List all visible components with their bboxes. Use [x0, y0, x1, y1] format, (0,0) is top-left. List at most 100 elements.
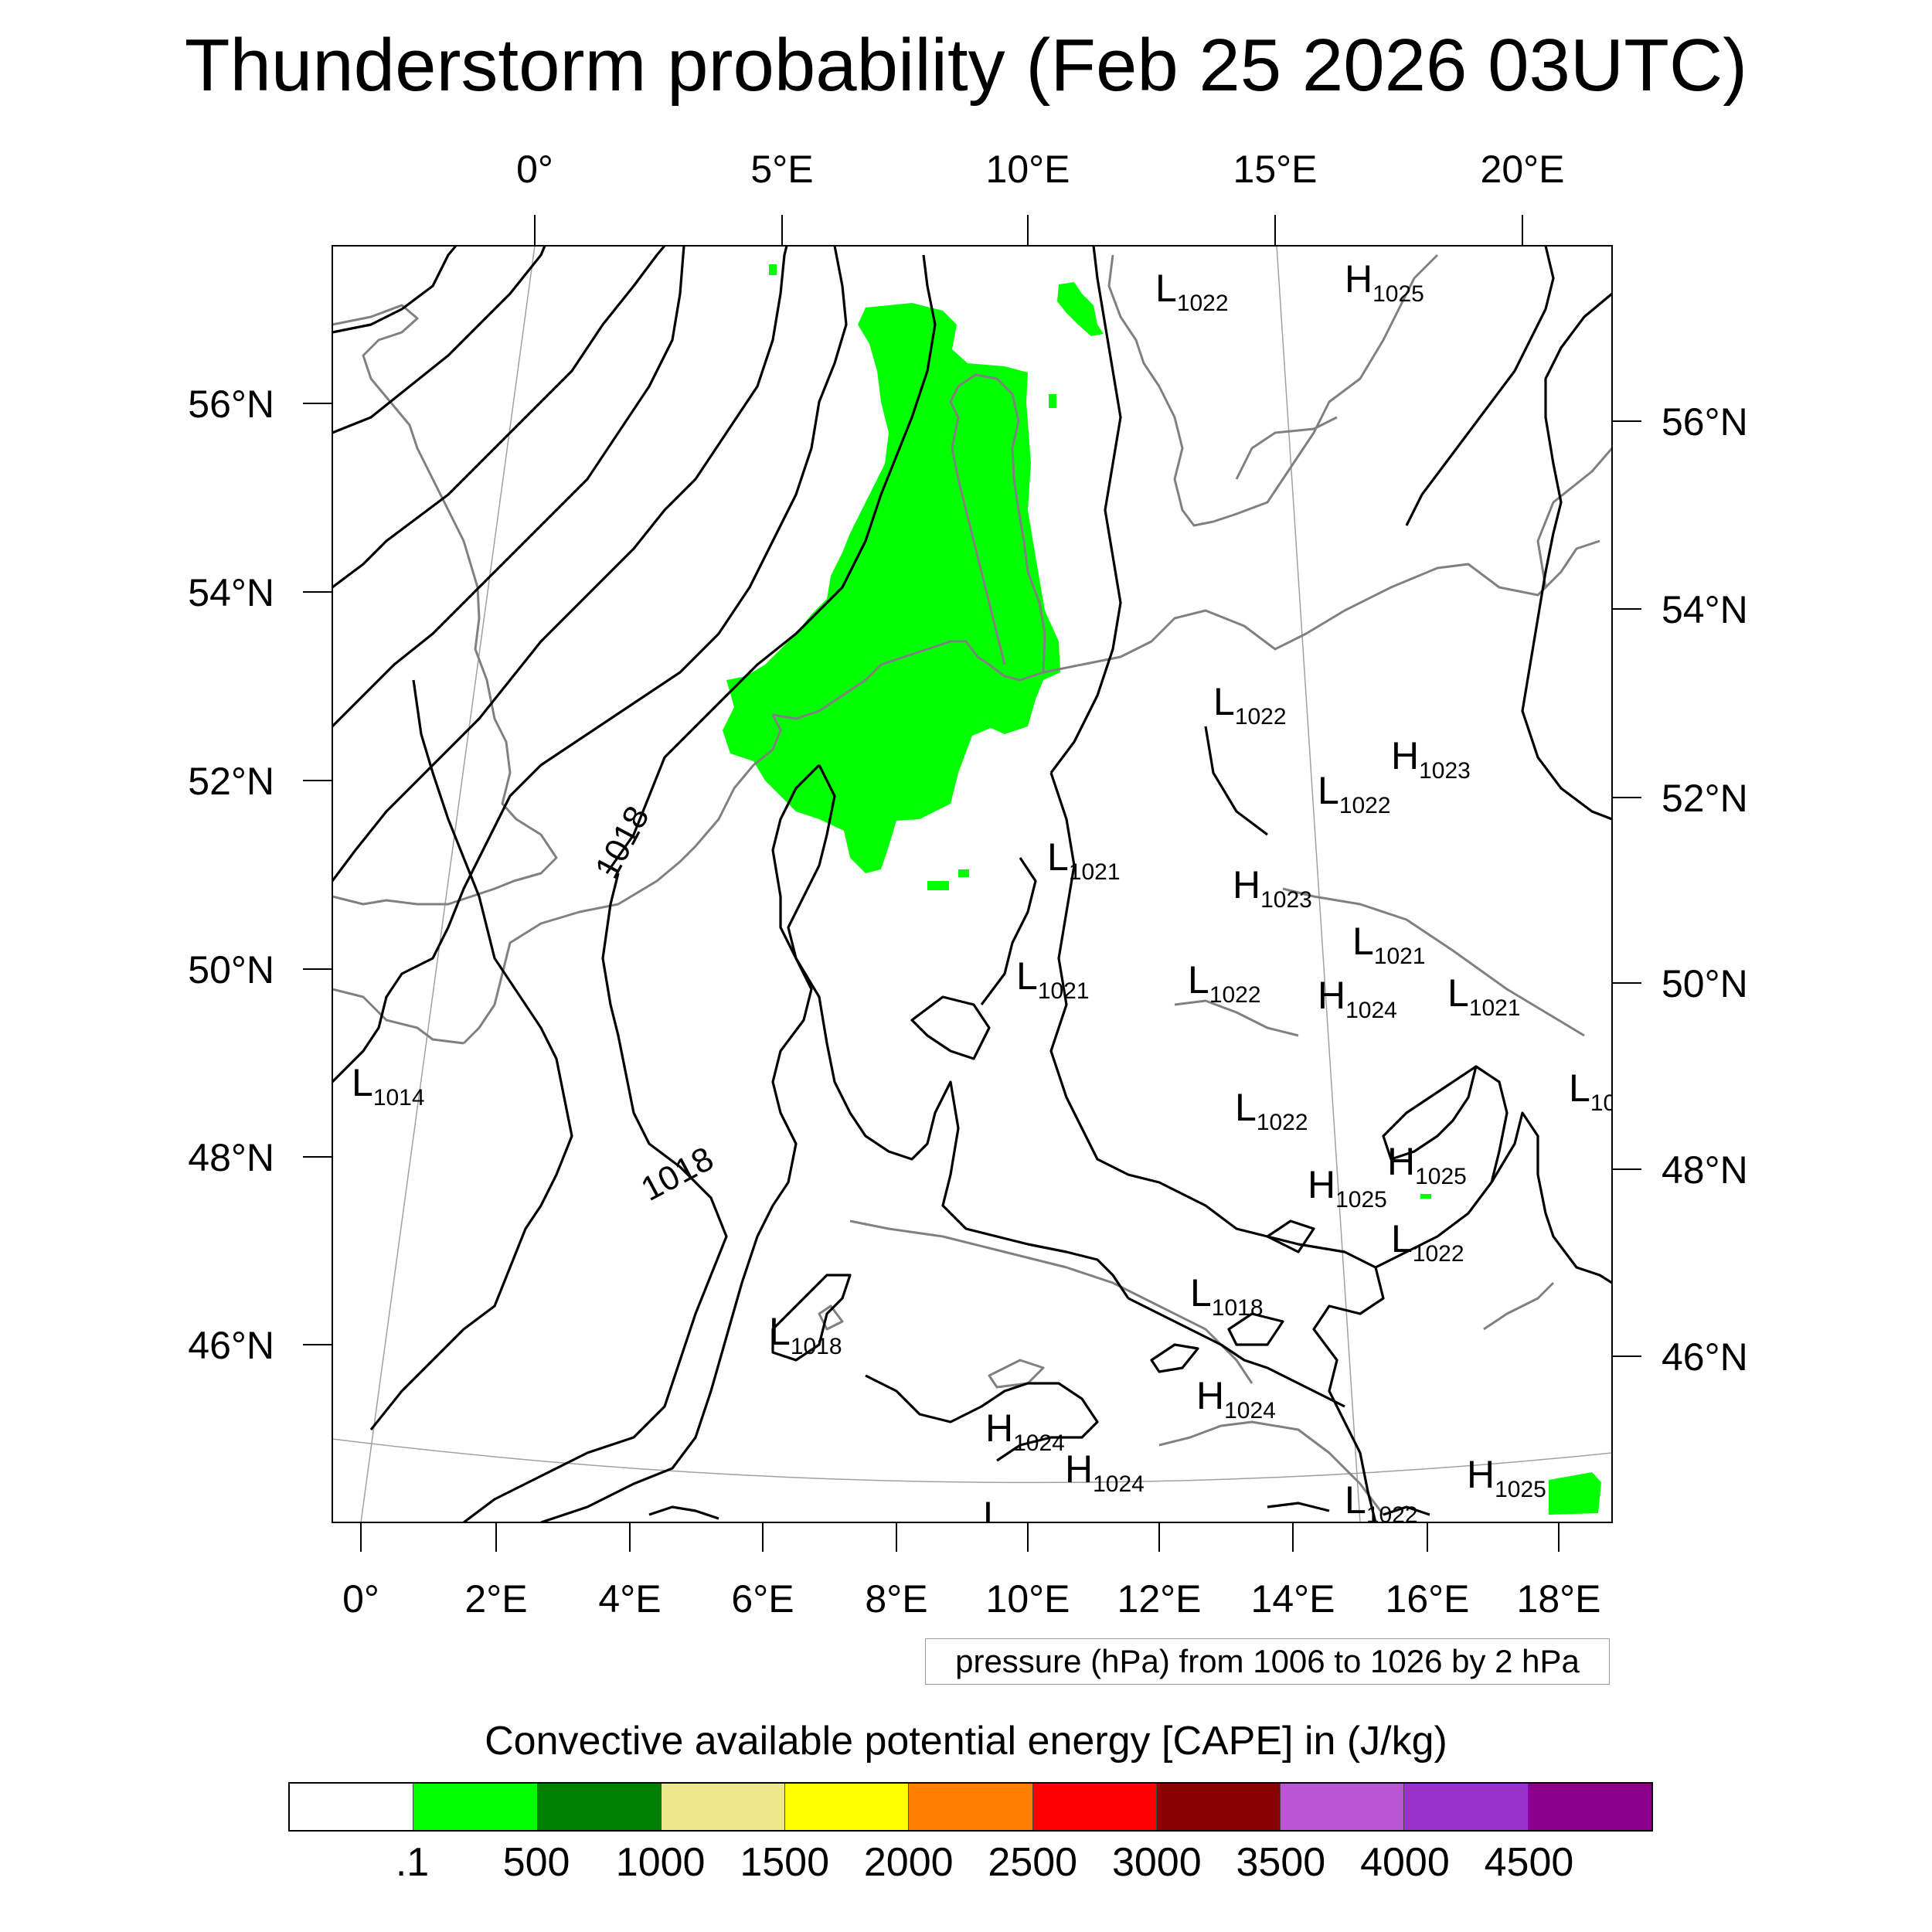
top-lon-label: 5°E [750, 148, 813, 191]
colorbar-swatch [1404, 1784, 1529, 1830]
isobar-13 [1049, 772, 1385, 1522]
right-ticks [1612, 420, 1641, 1357]
pressure-center: L1018 [1190, 1271, 1264, 1321]
top-lon-label: 10°E [986, 148, 1070, 191]
pressure-center: L1014 [352, 1061, 425, 1111]
pressure-center: L1021 [1047, 835, 1121, 885]
colorbar-label: 3000 [1111, 1840, 1202, 1885]
isobar-4 [332, 246, 685, 728]
right-lat-label: 54°N [1662, 588, 1748, 631]
colorbar-swatch [537, 1784, 662, 1830]
bottom-lon-label: 4°E [598, 1577, 661, 1621]
bottom-ticks [360, 1522, 1560, 1552]
left-lat-label: 52°N [188, 760, 274, 803]
border-central [1174, 999, 1299, 1037]
colorbar-swatch [1528, 1784, 1651, 1830]
pressure-center: H1025 [1467, 1453, 1546, 1502]
bottom-lon-label: 2°E [464, 1577, 527, 1621]
pressure-center: H1023 [1233, 863, 1312, 913]
bottom-lon-label: 16°E [1386, 1577, 1470, 1621]
pressure-center: L1022 [1391, 1217, 1464, 1267]
pressure-center: H1024 [1318, 974, 1397, 1023]
colorbar-title: Convective available potential energy [C… [485, 1719, 1447, 1764]
jutland-coast [949, 373, 1046, 673]
colorbar-label: 1000 [615, 1840, 706, 1885]
left-ticks [303, 403, 332, 1345]
isobar-2 [332, 246, 546, 434]
pressure-centers: L1022 H1025 L1022 H1023 L1022 L1021 H102… [352, 257, 1612, 1543]
cape-speck-2 [927, 881, 949, 890]
meridian-0 [360, 246, 536, 1522]
top-lon-label: 0° [516, 148, 553, 191]
isobar-closed-4 [1150, 1343, 1199, 1373]
isobar-10 [787, 764, 1130, 1299]
isobar-closed-2 [771, 1274, 852, 1362]
colorbar-label: .1 [395, 1840, 430, 1885]
bottom-lon-labels: 0° 2°E 4°E 6°E 8°E 10°E 12°E 14°E 16°E 1… [342, 1577, 1600, 1621]
cape-speck-4 [1049, 394, 1056, 408]
bottom-lon-label: 12°E [1117, 1577, 1202, 1621]
isobars [332, 246, 1612, 1522]
colorbar-label: 3500 [1236, 1840, 1326, 1885]
pressure-center: H1023 [1391, 734, 1471, 784]
pressure-center: L1021 [1016, 954, 1090, 1004]
isobar-3 [332, 246, 666, 589]
britain-coast [332, 304, 558, 906]
cape-speck-1 [769, 264, 777, 275]
sweden-coast [1107, 253, 1439, 527]
gulf-riga-coast [1536, 447, 1612, 588]
isobar-closed-5 [1227, 1312, 1284, 1346]
colorbar-label: 4000 [1360, 1840, 1450, 1885]
isobar-11 [980, 857, 1037, 1005]
cape-region-sweden [1057, 282, 1104, 336]
pressure-center: L1022 [1155, 267, 1229, 316]
right-lat-labels: 56°N 54°N 52°N 50°N 48°N 46°N [1662, 400, 1748, 1379]
colorbar-label: 4500 [1484, 1840, 1574, 1885]
adriatic-coast [1158, 1420, 1385, 1515]
top-lon-label: 15°E [1233, 148, 1318, 191]
pressure-center: L1018 [769, 1310, 842, 1359]
cape-region-balkan [1549, 1472, 1601, 1515]
bottom-lon-label: 14°E [1251, 1577, 1335, 1621]
isobar-7 [332, 246, 848, 1083]
pressure-center: L1022 [1235, 1086, 1308, 1135]
top-lon-labels: 0° 5°E 10°E 15°E 20°E [516, 148, 1564, 191]
left-lat-label: 54°N [188, 571, 274, 614]
bottom-lon-label: 0° [342, 1577, 379, 1621]
pressure-center: H1024 [1196, 1374, 1276, 1423]
left-lat-label: 48°N [188, 1136, 274, 1179]
pressure-center: L1021 [1447, 971, 1521, 1021]
pressure-center: H1024 [985, 1406, 1065, 1456]
isobar-17 [1405, 246, 1555, 526]
colorbar [288, 1782, 1653, 1832]
isobar-9 [540, 764, 821, 1522]
pressure-center: L1022 [1188, 958, 1261, 1008]
isobar-22 [1267, 1502, 1330, 1512]
isobar-1018-south [463, 872, 728, 1522]
right-lat-label: 46°N [1662, 1335, 1748, 1379]
cape-speck-3 [958, 869, 969, 877]
right-lat-label: 48°N [1662, 1148, 1748, 1192]
colorbar-swatch [290, 1784, 414, 1830]
pressure-center: L1022 [1318, 769, 1391, 818]
isobar-1 [332, 246, 457, 334]
pressure-center: L1021 [1352, 920, 1426, 969]
colorbar-swatch [909, 1784, 1033, 1830]
isobar-12 [1049, 246, 1122, 774]
lake-garda [988, 1359, 1045, 1389]
isobar-14 [1375, 1065, 1509, 1269]
cape-speck-5 [1420, 1194, 1431, 1199]
bottom-lon-label: 10°E [986, 1577, 1070, 1621]
isobar-5 [332, 246, 788, 882]
oland-coast [1235, 416, 1338, 480]
pressure-center: L1022 [983, 1494, 1056, 1543]
colorbar-swatch [1156, 1784, 1281, 1830]
isobar-closed-3 [1266, 1219, 1315, 1253]
chart-title: Thunderstorm probability (Feb 25 2026 03… [184, 24, 1748, 107]
colorbar-label: 500 [502, 1840, 570, 1885]
pressure-center: H1025 [1345, 257, 1424, 307]
left-lat-label: 46°N [188, 1324, 274, 1367]
colorbar-swatch [661, 1784, 786, 1830]
cape-region-main [723, 303, 1060, 873]
